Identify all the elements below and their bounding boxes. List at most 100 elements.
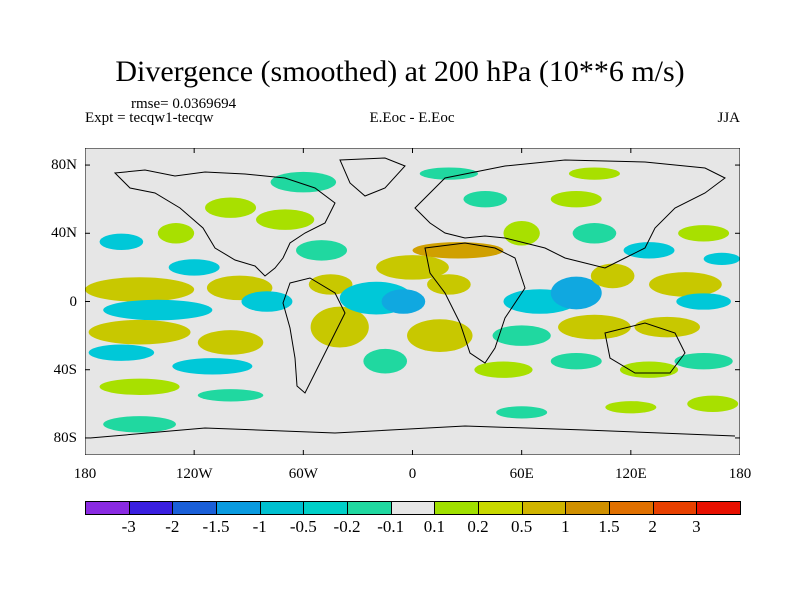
colorbar-swatch xyxy=(652,501,698,515)
colorbar-label: 0.1 xyxy=(423,517,445,536)
colorbar-label: -1 xyxy=(252,517,267,536)
season-label: JJA xyxy=(717,110,740,126)
divergence-map xyxy=(85,148,740,455)
field-anomaly-13 xyxy=(205,197,257,218)
greenland-coast xyxy=(339,157,406,197)
colorbar-swatch xyxy=(303,501,348,515)
field-anomaly-7 xyxy=(172,358,253,375)
africa-coast xyxy=(424,242,526,364)
colorbar-label: -0.5 xyxy=(289,517,317,536)
y-tick-label: 40N xyxy=(51,225,77,242)
field-anomaly-44 xyxy=(496,406,548,419)
field-anomaly-30 xyxy=(590,263,635,289)
colorbar-swatch xyxy=(609,501,654,515)
field-anomaly-41 xyxy=(619,361,679,378)
colorbar-swatch xyxy=(434,501,479,515)
field-anomaly-20 xyxy=(381,289,426,314)
field-anomaly-46 xyxy=(678,225,730,242)
antarctica-coast xyxy=(89,425,736,439)
field-anomaly-35 xyxy=(676,293,731,310)
y-tick-label: 40S xyxy=(53,361,77,378)
north-america-coast xyxy=(113,169,336,277)
y-tick-label: 80S xyxy=(53,429,77,446)
colorbar-label: -0.2 xyxy=(333,517,361,536)
y-tick-label: 0 xyxy=(69,293,78,310)
x-tick-label: 120W xyxy=(175,466,213,482)
colorbar-label: 1.5 xyxy=(598,517,620,536)
rmse-label: rmse= 0.0369694 xyxy=(131,96,237,112)
field-anomaly-8 xyxy=(99,378,180,395)
field-anomaly-23 xyxy=(407,319,473,352)
plot-title: Divergence (smoothed) at 200 hPa (10**6 … xyxy=(115,55,685,88)
field-anomaly-2 xyxy=(103,299,213,321)
field-anomaly-14 xyxy=(270,171,337,193)
field-anomaly-38 xyxy=(492,325,551,346)
colorbar-swatch xyxy=(521,501,567,515)
field-anomaly-49 xyxy=(419,167,478,180)
x-tick-label: 120E xyxy=(614,466,647,482)
experiment-label: Expt = tecqw1-tecqw xyxy=(85,110,214,126)
colorbar-swatch xyxy=(478,501,523,515)
field-anomaly-26 xyxy=(463,190,508,208)
field-anomaly-4 xyxy=(88,319,191,345)
south-america-coast xyxy=(282,277,346,394)
field-anomaly-29 xyxy=(550,276,602,310)
x-tick-label: 60W xyxy=(288,466,318,482)
field-anomaly-32 xyxy=(572,223,617,244)
field-anomaly-5 xyxy=(197,330,264,355)
field-anomaly-37 xyxy=(634,316,700,338)
field-anomaly-40 xyxy=(550,353,602,370)
field-anomaly-9 xyxy=(197,389,264,402)
field-anomaly-31 xyxy=(550,190,602,208)
x-tick-label: 180 xyxy=(73,466,97,482)
field-anomaly-45 xyxy=(605,401,657,414)
field-anomaly-10 xyxy=(103,416,176,433)
center-subtitle: E.Eoc - E.Eoc xyxy=(369,110,455,126)
field-anomaly-0 xyxy=(85,277,195,302)
field-anomaly-11 xyxy=(99,233,144,250)
field-anomaly-24 xyxy=(363,348,408,374)
field-anomaly-33 xyxy=(623,242,675,259)
field-anomaly-43 xyxy=(687,395,739,413)
colorbar-label: 2 xyxy=(648,517,657,536)
field-anomaly-12 xyxy=(157,223,195,244)
colorbar-label: -0.1 xyxy=(377,517,405,536)
field-anomaly-3 xyxy=(241,291,293,312)
field-anomaly-17 xyxy=(308,274,353,295)
axis-ticks xyxy=(85,148,740,455)
divergence-field xyxy=(85,167,740,433)
x-tick-label: 180 xyxy=(728,466,752,482)
colorbar-label: 1 xyxy=(561,517,570,536)
field-anomaly-34 xyxy=(649,272,722,297)
colorbar xyxy=(85,501,741,515)
colorbar-label: 0.5 xyxy=(511,517,533,536)
field-anomaly-36 xyxy=(558,314,631,340)
colorbar-swatch xyxy=(259,501,305,515)
colorbar-label: 3 xyxy=(692,517,701,536)
y-tick-label: 80N xyxy=(51,157,77,174)
colorbar-label: -1.5 xyxy=(202,517,230,536)
field-anomaly-48 xyxy=(168,259,220,276)
eurasia-coast xyxy=(414,159,726,269)
colorbar-swatch xyxy=(565,501,610,515)
colorbar-swatch xyxy=(390,501,436,515)
field-anomaly-6 xyxy=(88,344,155,361)
field-anomaly-16 xyxy=(296,240,347,261)
x-tick-label: 0 xyxy=(408,466,417,482)
field-anomaly-42 xyxy=(674,353,733,370)
colorbar-swatch xyxy=(216,501,261,515)
field-anomaly-15 xyxy=(256,209,315,230)
field-anomaly-18 xyxy=(310,306,369,348)
field-anomaly-22 xyxy=(427,274,471,295)
x-tick-label: 60E xyxy=(509,466,534,482)
colorbar-swatch xyxy=(172,501,217,515)
colorbar-swatch xyxy=(85,501,130,515)
colorbar-label: -2 xyxy=(165,517,180,536)
coastlines xyxy=(89,157,736,439)
colorbar-label: -3 xyxy=(121,517,136,536)
colorbar-label: 0.2 xyxy=(467,517,489,536)
field-anomaly-47 xyxy=(703,252,740,266)
field-anomaly-39 xyxy=(474,361,533,378)
colorbar-swatch xyxy=(696,501,741,515)
australia-coast xyxy=(604,322,686,374)
